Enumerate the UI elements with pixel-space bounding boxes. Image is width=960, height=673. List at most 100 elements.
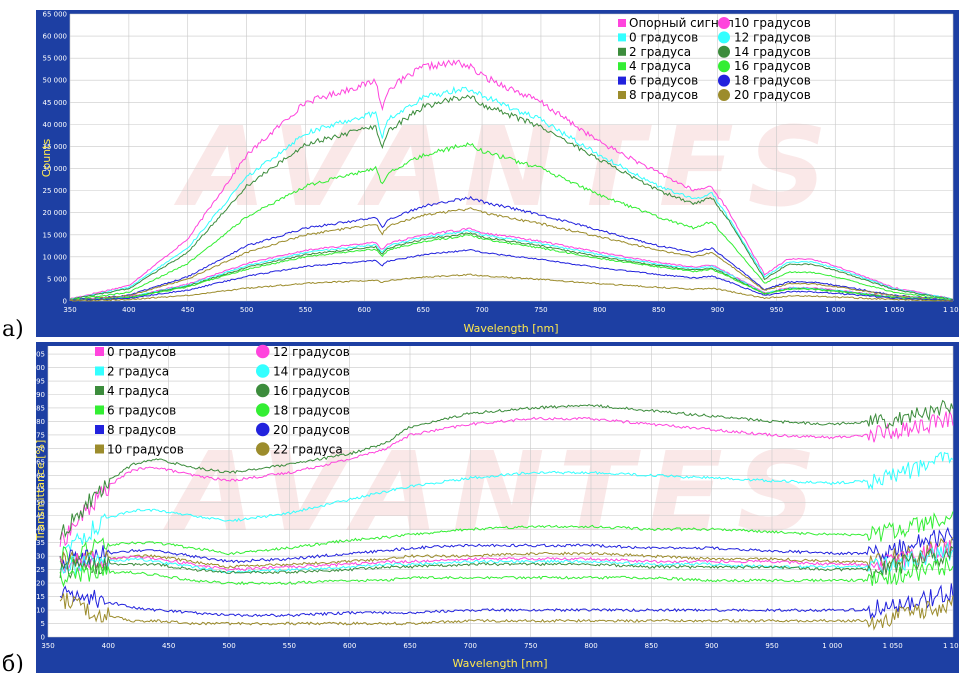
legend-item: 6 градусов bbox=[618, 74, 698, 88]
x-tick-label: 450 bbox=[162, 642, 175, 650]
panel-b-legend: 0 градусов 2 градуса 4 градуса 6 градусов 8 … bbox=[95, 344, 350, 457]
panel-b-letter: б) bbox=[2, 652, 24, 673]
y-tick-label: 20 000 bbox=[43, 209, 68, 217]
x-tick-label: 1 000 bbox=[825, 306, 845, 314]
panel-b: б) AVANTES 350 400 450 500 550 600 650 700 750 80… bbox=[2, 342, 960, 673]
x-tick-label: 400 bbox=[102, 642, 115, 650]
legend-swatch bbox=[618, 91, 626, 99]
legend-swatch bbox=[95, 366, 104, 376]
legend-label: 2 градуса bbox=[107, 365, 169, 379]
panel-b-y-ticks: 0 5 10 15 20 25 30 35 40 45 50 55 60 65 70 75 80 85 90 95 10… bbox=[32, 351, 45, 642]
legend-swatch bbox=[256, 383, 270, 398]
x-tick-label: 1 050 bbox=[883, 642, 903, 650]
y-tick-label: 10 bbox=[36, 607, 45, 615]
legend-item: 20 градусов bbox=[718, 88, 811, 102]
y-tick-label: 65 bbox=[36, 458, 45, 466]
y-tick-label: 90 bbox=[36, 391, 45, 399]
legend-label: 20 градусов bbox=[734, 88, 811, 102]
series-line bbox=[69, 59, 954, 300]
y-tick-label: 60 000 bbox=[43, 33, 68, 41]
legend-item: 0 градусов bbox=[95, 345, 176, 359]
y-tick-label: 95 bbox=[36, 378, 45, 386]
legend-swatch bbox=[718, 89, 730, 101]
x-tick-label: 350 bbox=[63, 306, 76, 314]
legend-swatch bbox=[618, 19, 626, 27]
legend-item: 14 градусов bbox=[256, 364, 350, 379]
legend-swatch bbox=[95, 347, 104, 356]
panel-a-plot-area bbox=[70, 14, 953, 301]
legend-label: 16 градусов bbox=[734, 59, 811, 73]
legend-label: 12 градусов bbox=[734, 30, 811, 44]
legend-label: 2 градуса bbox=[629, 45, 691, 59]
x-tick-label: 700 bbox=[475, 306, 488, 314]
series-line bbox=[69, 94, 954, 301]
series-line bbox=[69, 273, 953, 302]
legend-swatch bbox=[95, 386, 104, 395]
legend-swatch bbox=[95, 425, 104, 434]
series-line bbox=[59, 451, 954, 566]
series-line bbox=[59, 540, 954, 573]
y-tick-label: 75 bbox=[36, 431, 45, 439]
x-tick-label: 900 bbox=[705, 642, 718, 650]
panel-b-series bbox=[59, 399, 954, 631]
legend-item: 8 градусов bbox=[618, 88, 698, 102]
legend-label: 8 градусов bbox=[629, 88, 698, 102]
y-tick-label: 10 000 bbox=[43, 253, 68, 261]
panel-b-x-axis-title: Wavelength [nm] bbox=[452, 657, 547, 670]
y-tick-label: 100 bbox=[32, 364, 45, 372]
legend-label: 6 градусов bbox=[107, 404, 176, 418]
legend-item: 8 градусов bbox=[95, 423, 176, 437]
y-tick-label: 50 bbox=[36, 499, 45, 507]
y-tick-label: 80 bbox=[36, 418, 45, 426]
y-tick-label: 15 bbox=[36, 593, 45, 601]
legend-swatch bbox=[618, 47, 626, 56]
legend-swatch bbox=[618, 33, 626, 42]
x-tick-label: 750 bbox=[534, 306, 547, 314]
legend-label: 0 градусов bbox=[107, 345, 176, 359]
y-tick-label: 0 bbox=[63, 298, 67, 306]
legend-label: 12 градусов bbox=[273, 345, 350, 359]
series-line bbox=[59, 399, 954, 540]
y-tick-label: 45 bbox=[36, 512, 45, 520]
y-tick-label: 35 000 bbox=[43, 143, 68, 151]
x-tick-label: 1 050 bbox=[884, 306, 904, 314]
series-line bbox=[59, 593, 954, 631]
legend-label: 10 градусов bbox=[734, 16, 811, 30]
series-line bbox=[59, 583, 954, 620]
legend-label: 8 градусов bbox=[107, 423, 176, 437]
x-tick-label: 1 100 bbox=[943, 642, 960, 650]
x-tick-label: 700 bbox=[464, 642, 477, 650]
legend-item: 12 градусов bbox=[718, 30, 811, 44]
legend-item: 12 градусов bbox=[256, 344, 350, 359]
panel-a-y-axis-title: Counts bbox=[40, 139, 53, 178]
x-tick-label: 450 bbox=[181, 306, 194, 314]
x-tick-label: 900 bbox=[711, 306, 724, 314]
y-tick-label: 25 bbox=[36, 566, 45, 574]
legend-label: 4 градуса bbox=[107, 384, 169, 398]
legend-swatch bbox=[256, 442, 270, 456]
panel-b-x-ticks: 350 400 450 500 550 600 650 700 750 800 850 900 950 1… bbox=[41, 642, 960, 650]
y-tick-label: 40 000 bbox=[43, 121, 68, 129]
y-tick-label: 40 bbox=[36, 526, 45, 534]
legend-item: 6 градусов bbox=[95, 404, 176, 418]
y-tick-label: 5 000 bbox=[47, 275, 67, 283]
x-tick-label: 400 bbox=[122, 306, 135, 314]
x-tick-label: 550 bbox=[299, 306, 312, 314]
x-tick-label: 600 bbox=[358, 306, 371, 314]
series-line bbox=[59, 557, 954, 588]
legend-label: 4 градуса bbox=[629, 59, 691, 73]
legend-item: 22 градуса bbox=[256, 442, 343, 457]
x-tick-label: 1 100 bbox=[943, 306, 960, 314]
legend-item: 16 градусов bbox=[718, 59, 811, 73]
legend-swatch bbox=[718, 74, 730, 87]
legend-item: 18 градусов bbox=[718, 74, 811, 88]
x-tick-label: 1 000 bbox=[822, 642, 842, 650]
series-line bbox=[69, 207, 954, 302]
y-tick-label: 55 bbox=[36, 485, 45, 493]
series-line bbox=[69, 195, 954, 302]
y-tick-label: 15 000 bbox=[43, 231, 68, 239]
panel-a-x-ticks: 350 400 450 500 550 600 650 700 750 800 850 900 950 1… bbox=[63, 306, 960, 314]
panel-b-watermark: AVANTES bbox=[162, 428, 830, 556]
